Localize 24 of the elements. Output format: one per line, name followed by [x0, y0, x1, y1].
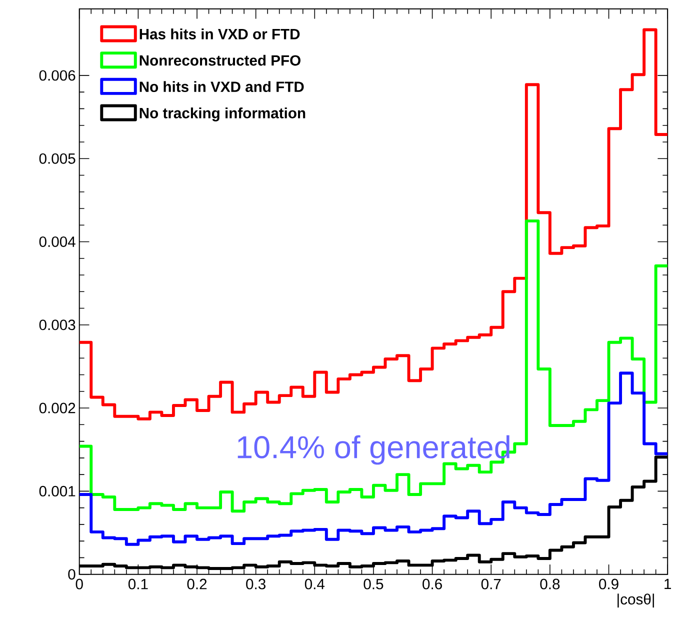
x-tick-label: 0.4	[304, 578, 325, 590]
y-tick-label: 0.001	[39, 486, 76, 496]
x-tick-label: 0.6	[422, 578, 442, 590]
y-tick-label: 0.002	[39, 402, 76, 414]
x-tick-label: 0.5	[364, 578, 384, 590]
y-tick-label: 0.003	[39, 320, 76, 330]
x-tick-label: 0.1	[128, 578, 148, 590]
legend-label: No hits in VXD and FTD	[140, 81, 304, 92]
y-tick-label: 0	[68, 569, 76, 580]
x-tick-label: 1	[664, 578, 671, 590]
legend-label: No tracking information	[140, 108, 306, 122]
x-tick-label: 0.3	[246, 578, 266, 590]
legend-label: Has hits in VXD or FTD	[140, 28, 300, 40]
annotation: 10.4% of generated	[238, 435, 510, 465]
y-tick-label: 0.005	[39, 153, 76, 164]
x-tick-label: 0.9	[599, 578, 618, 590]
x-tick-label: 0.8	[540, 578, 560, 590]
x-axis-title: |cosθ|	[618, 594, 654, 608]
y-tick-label: 0.004	[39, 236, 76, 248]
x-tick-label: 0	[76, 578, 83, 590]
x-tick-label: 0.7	[481, 578, 501, 590]
y-tick-label: 0.006	[39, 70, 76, 81]
x-tick-label: 0.2	[187, 578, 207, 590]
legend-label: Nonreconstructed PFO	[140, 54, 300, 66]
